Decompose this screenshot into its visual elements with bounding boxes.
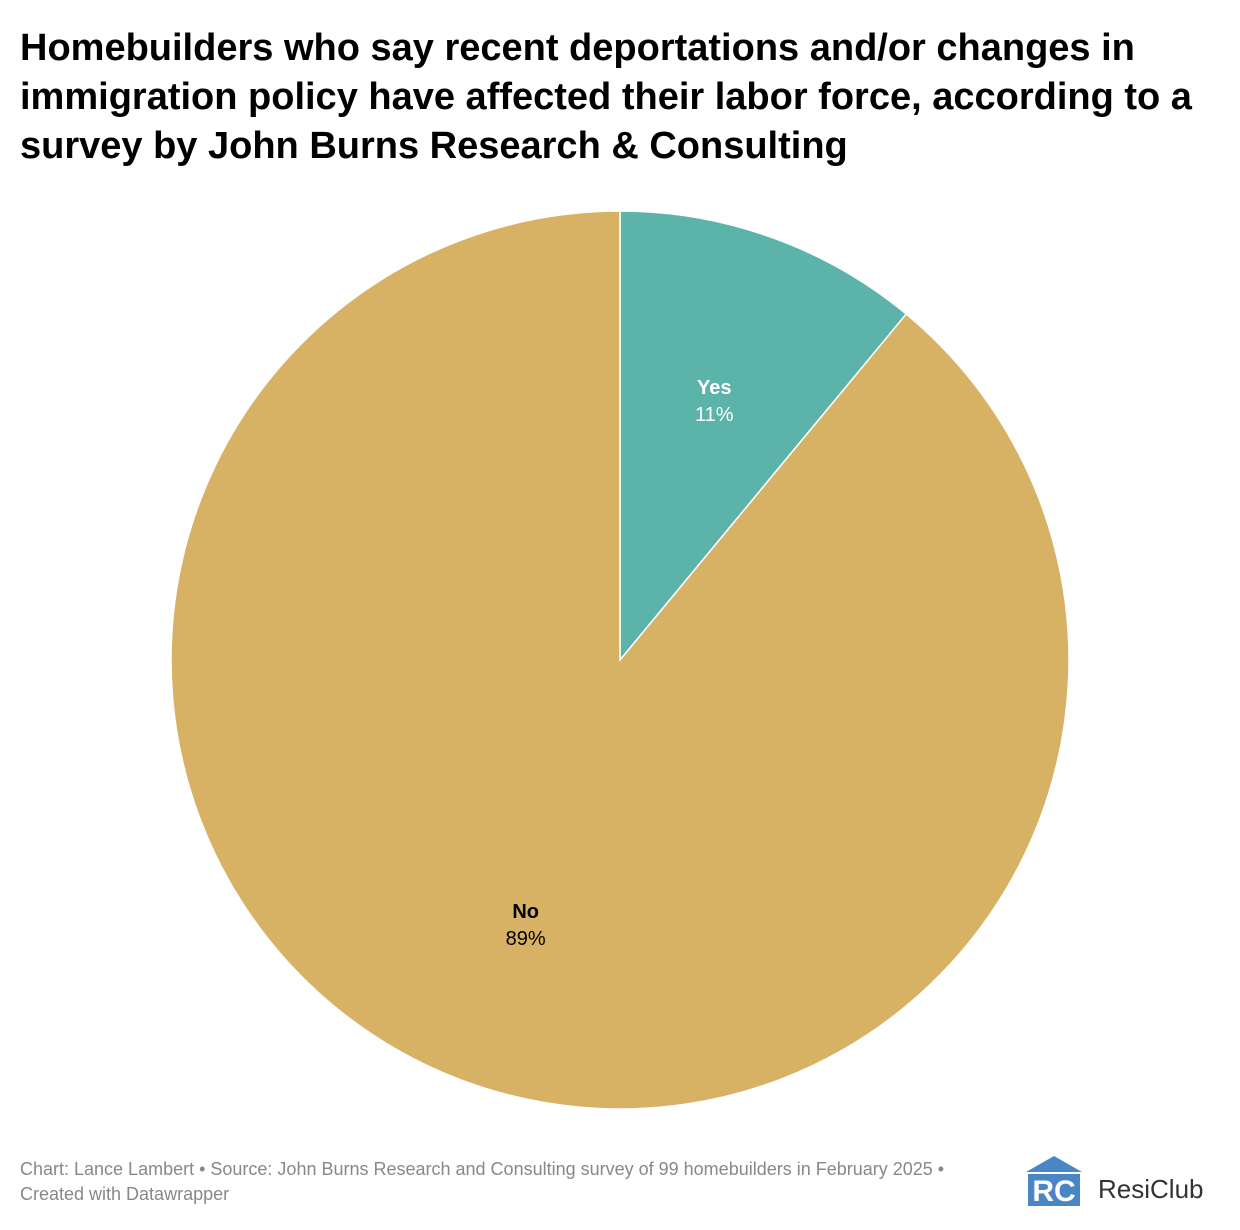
pie-slice-yes: [619, 210, 908, 663]
resiclub-logo-icon: RC: [1026, 1156, 1082, 1208]
slice-value-no: 89%: [506, 928, 546, 950]
logo-wordmark: ResiClub: [1098, 1174, 1204, 1204]
source-note: Chart: Lance Lambert • Source: John Burn…: [20, 1159, 945, 1204]
resiclub-logo: RC ResiClub: [1024, 1152, 1224, 1208]
slice-value-yes: 11%: [695, 404, 734, 426]
pie-slice-no: [170, 210, 1070, 1110]
pie-slices: [170, 210, 1070, 1110]
slice-label-no: No: [512, 901, 539, 923]
logo-mark: RC: [1032, 1175, 1075, 1208]
pie-labels: Yes 11% No 89%: [506, 377, 734, 950]
chart-title: Homebuilders who say recent deportations…: [20, 27, 1192, 167]
slice-label-yes: Yes: [697, 377, 731, 399]
